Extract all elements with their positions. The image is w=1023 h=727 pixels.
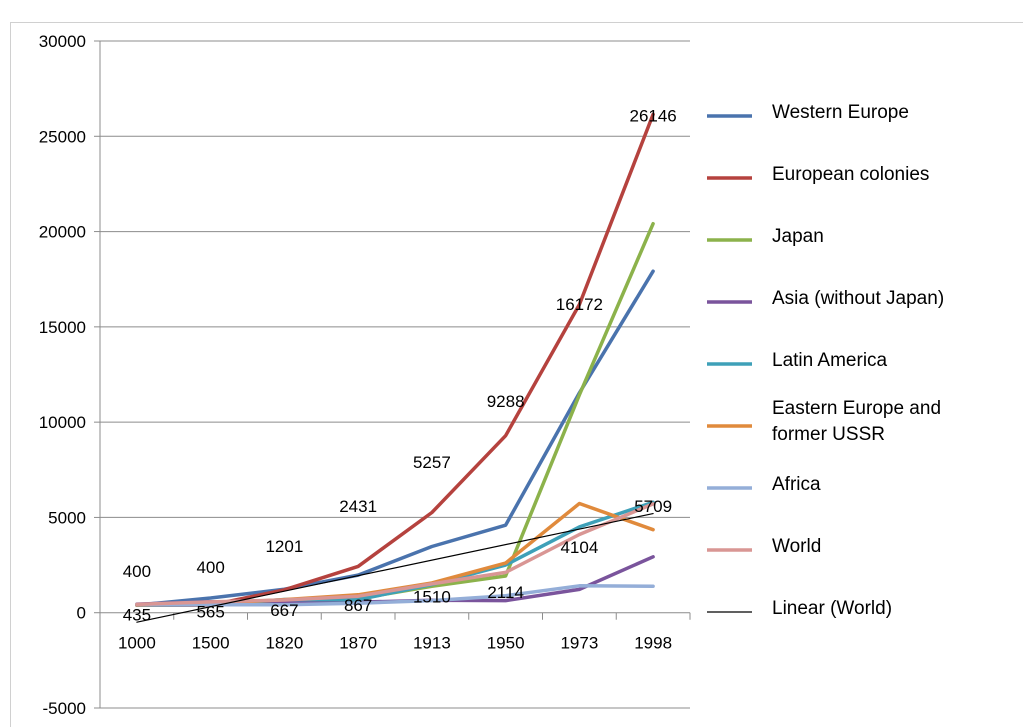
x-tick-label: 1973: [560, 634, 598, 653]
data-label: 4104: [560, 538, 598, 557]
y-tick-label: 30000: [39, 32, 86, 51]
data-label: 5257: [413, 453, 451, 472]
data-label: 9288: [487, 392, 525, 411]
legend-label: Latin America: [772, 350, 888, 371]
legend-label: Eastern Europe and former USSR: [772, 398, 941, 445]
data-label: 16172: [556, 295, 603, 314]
data-label: 400: [196, 558, 224, 577]
data-label: 26146: [629, 106, 676, 125]
data-label: 565: [196, 603, 224, 622]
grid-lines: [94, 40, 691, 709]
x-tick-label: 1500: [192, 634, 230, 653]
chart-frame: [10, 22, 1023, 727]
x-tick-label: 1998: [634, 634, 672, 653]
series-lines: [135, 112, 655, 623]
y-tick-label: 25000: [39, 127, 86, 146]
legend-label: Asia (without Japan): [772, 288, 944, 309]
y-tick-label: 0: [77, 604, 86, 623]
y-tick-label: 5000: [48, 508, 86, 527]
data-label: 435: [123, 606, 151, 625]
data-label: 1510: [413, 588, 451, 607]
data-labels: 400 400 1201 2431 5257 9288 16172 26146 435 565 66…: [123, 106, 677, 624]
series-line-1: [135, 112, 655, 607]
legend-label: Linear (World): [772, 598, 892, 619]
x-tick-label: 1870: [339, 634, 377, 653]
series-line-8: [136, 512, 654, 623]
y-tick-label: 10000: [39, 413, 86, 432]
data-label: 667: [270, 601, 298, 620]
data-label: 5709: [634, 497, 672, 516]
data-label: 1201: [265, 537, 303, 556]
data-label: 2431: [339, 497, 377, 516]
x-tick-label: 1913: [413, 634, 451, 653]
x-tick-label: 1950: [487, 634, 525, 653]
legend-label: European colonies: [772, 164, 929, 185]
data-label: 2114: [487, 583, 524, 602]
y-tick-label: 15000: [39, 318, 86, 337]
x-axis-ticks: 1000 1500 1820 1870 1913 1950 1973 1998: [118, 634, 672, 653]
y-tick-label: -5000: [43, 699, 86, 718]
legend-label: Japan: [772, 226, 824, 247]
y-tick-label: 20000: [39, 223, 86, 242]
series-line-0: [135, 269, 655, 607]
legend: Western Europe European colonies Japan Asia…: [707, 102, 944, 619]
data-label: 867: [344, 596, 372, 615]
data-label: 400: [123, 562, 151, 581]
y-axis-ticks: 30000 25000 20000 15000 10000 5000 0 -5000: [39, 32, 86, 718]
series-line-6: [135, 584, 655, 607]
legend-label: Africa: [772, 474, 821, 495]
x-tick-label: 1820: [265, 634, 303, 653]
legend-label: Western Europe: [772, 102, 909, 123]
x-tick-label: 1000: [118, 634, 156, 653]
series-line-7: [135, 502, 655, 607]
legend-label: World: [772, 536, 821, 557]
